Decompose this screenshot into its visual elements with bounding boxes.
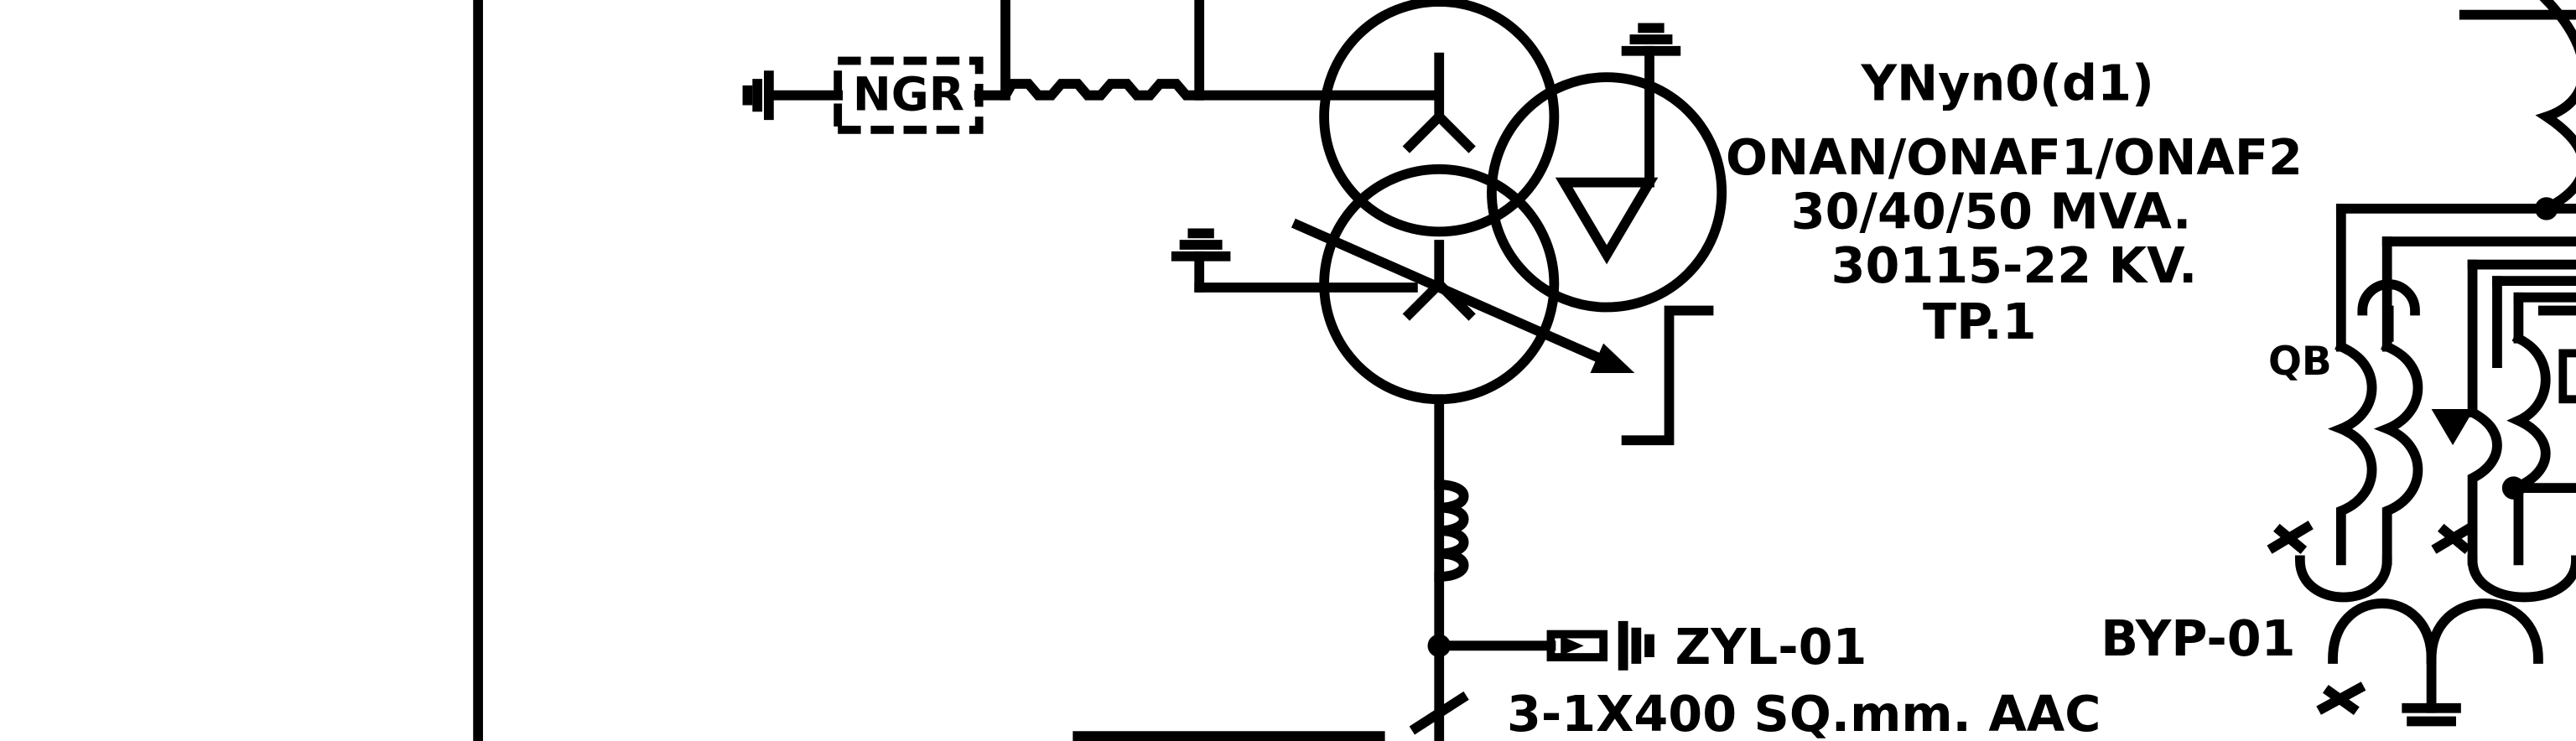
- coil-loop-1: [2294, 555, 2392, 603]
- power-transformer: [1171, 0, 1727, 446]
- top-feeder-coil: [2535, 0, 2576, 215]
- qb-label: QB: [2268, 339, 2332, 385]
- ground-arrow-2: [2431, 521, 2478, 554]
- delta-symbol-tertiary: [1555, 177, 1659, 265]
- transformer-cooling: ONAN/ONAF1/ONAF2: [1726, 128, 2303, 186]
- wye-symbol-primary: [1402, 52, 1476, 153]
- switch-coil-2: [2373, 339, 2423, 566]
- transformer-tertiary-winding: [1487, 72, 1727, 313]
- ngr-branch: [742, 0, 1443, 134]
- surge-arrester-label: ZYL-01: [1675, 618, 1867, 676]
- transformer-rating: 30/40/50 MVA.: [1791, 182, 2191, 240]
- right-device-box: [2558, 349, 2576, 404]
- bypass-arch-right: [2426, 598, 2543, 664]
- tap-changer-arrow-head: [1590, 343, 1635, 373]
- bypass-label: BYP-01: [2101, 609, 2295, 667]
- ground-arrow-1: [2267, 521, 2314, 554]
- ngr-resistor: [974, 79, 1205, 101]
- transformer-voltage: 30115-22 KV.: [1831, 236, 2198, 294]
- tap-changer-bracket: [1621, 305, 1714, 446]
- cable-tick-icon: [1409, 691, 1469, 735]
- cable-label: 3-1X400 SQ.mm. AAC: [1507, 685, 2101, 741]
- current-transformer-icon: [1434, 479, 1469, 582]
- tap-changer-arrow-shaft: [1291, 218, 1625, 373]
- qb-breaker-icon: [2357, 279, 2420, 316]
- bypass-arch-left: [2328, 598, 2437, 664]
- switchgear-section: [2267, 0, 2576, 727]
- bypass-ground-arrow: [2316, 681, 2366, 716]
- coil-loop-2: [2467, 555, 2576, 603]
- lv-lead: [1072, 394, 1654, 741]
- switch-coil-3: [2506, 331, 2551, 566]
- ngr-label: NGR: [853, 67, 964, 121]
- surge-arrester-box: [1546, 630, 1608, 661]
- labels: NGR YNyn0(d1) ONAN/ONAF1/ONAF2 30/40/50 …: [853, 54, 2332, 741]
- transformer-vector-group: YNyn0(d1): [1860, 54, 2153, 112]
- mirrored-drawing: NGR YNyn0(d1) ONAN/ONAF1/ONAF2 30/40/50 …: [473, 0, 2576, 741]
- surge-arrester-arrow: [1561, 635, 1584, 656]
- transformer-tag: TP.1: [1923, 293, 2037, 350]
- switch-coil-4: [2465, 406, 2502, 566]
- switch-coil-1: [2328, 339, 2377, 566]
- filled-triangle-icon: [2431, 409, 2475, 446]
